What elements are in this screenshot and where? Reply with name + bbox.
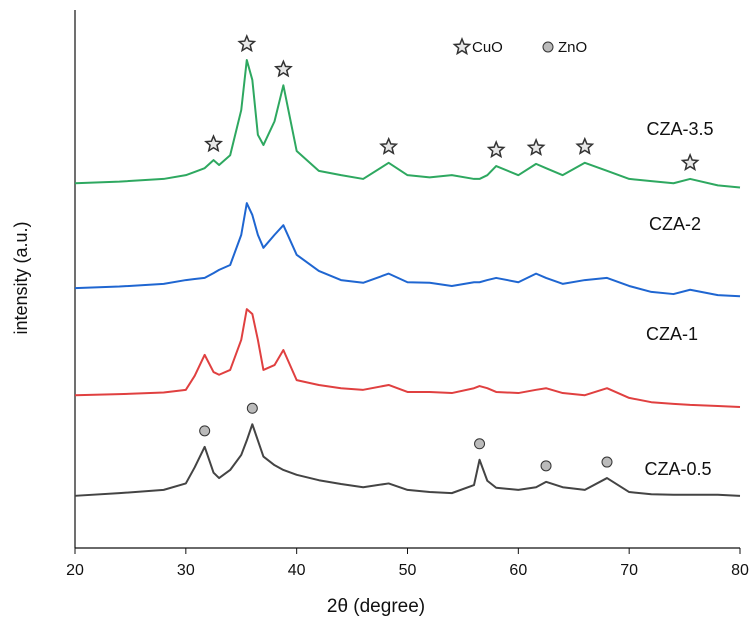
legend-symbol: [452, 37, 472, 56]
x-tick-label: 80: [731, 562, 749, 579]
x-tick-label: 30: [177, 562, 195, 579]
x-tick-label: 70: [620, 562, 638, 579]
series-line: [74, 59, 741, 189]
x-tick-label: 20: [66, 562, 84, 579]
peak-marker: [526, 137, 546, 156]
series-label: CZA-1: [646, 324, 698, 344]
legend-symbol: [542, 41, 554, 53]
peak-marker: [540, 460, 552, 472]
legend-label: CuO: [472, 39, 503, 56]
peak-marker: [379, 136, 399, 155]
series-line: [74, 423, 741, 497]
y-axis-label: intensity (a.u.): [11, 221, 31, 334]
peak-marker: [273, 59, 293, 78]
peak-marker: [204, 134, 224, 153]
x-tick-label: 60: [509, 562, 527, 579]
series-line: [74, 202, 741, 298]
series-line: [74, 308, 741, 409]
series-label: CZA-0.5: [644, 459, 711, 479]
peak-marker: [246, 402, 258, 414]
x-tick-label: 40: [288, 562, 306, 579]
x-axis-label: 2θ (degree): [327, 596, 425, 617]
peak-marker: [486, 140, 506, 159]
peak-marker: [237, 34, 257, 53]
peak-marker: [680, 152, 700, 171]
peak-marker: [474, 438, 486, 450]
peak-marker: [199, 425, 211, 437]
x-tick-label: 50: [399, 562, 417, 579]
series-label: CZA-3.5: [646, 119, 713, 139]
legend-label: ZnO: [558, 39, 587, 56]
series-label: CZA-2: [649, 214, 701, 234]
peak-marker: [575, 136, 595, 155]
peak-marker: [601, 456, 613, 468]
